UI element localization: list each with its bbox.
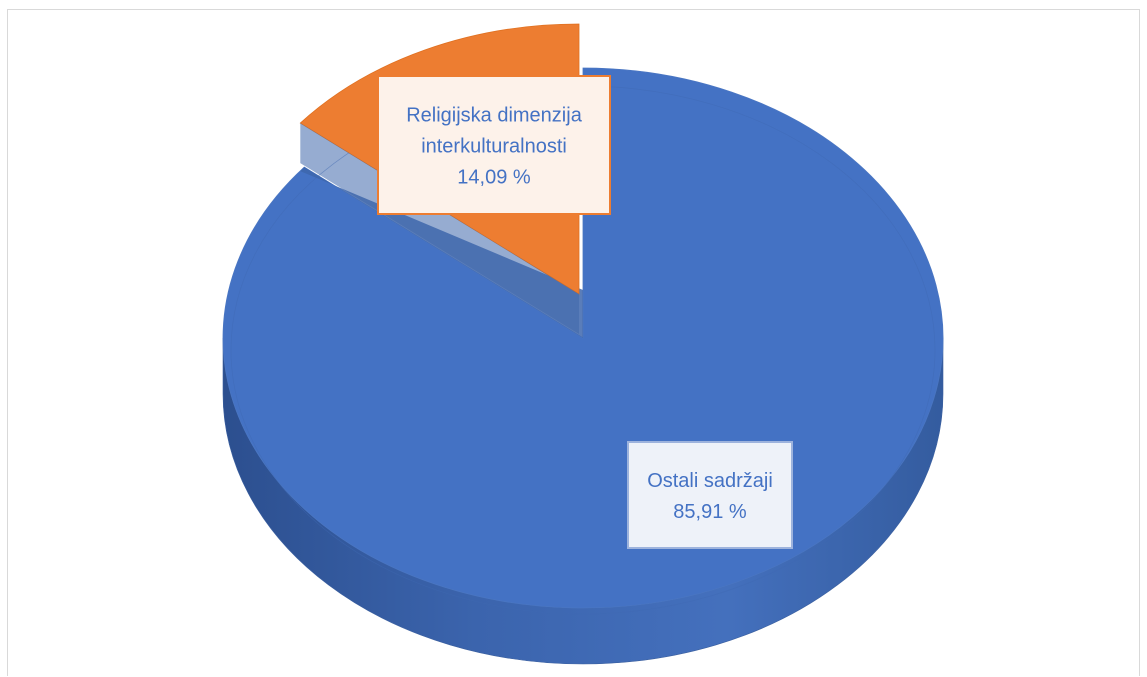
label-religijska-dimenzija-text: interkulturalnosti [421,136,567,158]
label-layer: Religijska dimenzija interkulturalnosti 14… [377,75,793,549]
label-ostali-sadrzaji-text: Ostali sadržaji [647,470,773,492]
slice-religijska-side [300,123,579,334]
label-ostali-sadrzaji-value: 85,91 % [673,501,747,523]
label-ostali-sadrzaji: Ostali sadržaji 85,91 % [627,441,793,549]
label-ostali-sadrzaji-box [627,441,793,549]
label-religijska-dimenzija-text: Religijska dimenzija [406,105,583,127]
label-religijska-dimenzija: Religijska dimenzija interkulturalnosti 14… [377,75,611,215]
label-religijska-dimenzija-value: 14,09 % [457,167,531,189]
label-religijska-dimenzija-box [377,75,611,215]
